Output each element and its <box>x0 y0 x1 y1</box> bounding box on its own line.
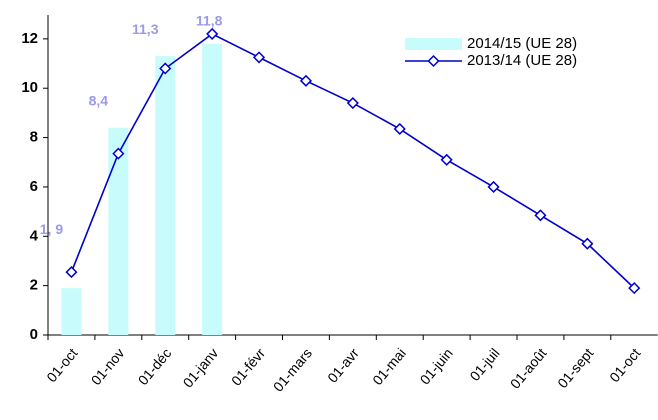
bar <box>155 56 176 335</box>
bar <box>61 288 82 335</box>
marker <box>393 122 406 136</box>
marker <box>65 266 78 279</box>
x-tick-label: 01-mars <box>270 345 315 395</box>
x-tick-label: 01-avr <box>324 345 362 386</box>
y-tick-label: 10 <box>21 79 38 96</box>
marker <box>534 209 547 222</box>
marker <box>112 147 125 160</box>
x-tick-label: 01-août <box>507 345 550 392</box>
y-tick-label: 12 <box>21 30 38 47</box>
legend-label: 2013/14 (UE 28) <box>467 52 577 69</box>
legend-label: 2014/15 (UE 28) <box>467 35 577 52</box>
marker <box>628 282 641 295</box>
marker <box>581 237 594 250</box>
x-tick-label: 01-mai <box>369 345 409 388</box>
x-tick-label: 01-janv <box>180 345 222 390</box>
value-label: 1, 9 <box>40 221 64 237</box>
legend-marker <box>427 54 440 68</box>
y-tick-label: 4 <box>30 227 39 244</box>
x-tick-label: 01-nov <box>88 345 128 388</box>
value-label: 11,8 <box>196 13 223 29</box>
marker <box>159 62 172 75</box>
y-tick-label: 6 <box>30 178 38 195</box>
marker <box>440 153 453 166</box>
bar <box>202 43 223 335</box>
marker <box>487 180 500 193</box>
y-tick-label: 2 <box>30 277 38 294</box>
y-tick-label: 8 <box>30 129 38 146</box>
marker <box>299 74 313 87</box>
y-tick-label: 0 <box>30 326 38 343</box>
x-tick-label: 01-oct <box>43 345 80 385</box>
x-tick-label: 01-sept <box>554 345 596 391</box>
x-tick-label: 01-oct <box>606 345 643 385</box>
value-label: 11,3 <box>132 21 159 37</box>
value-label: 8,4 <box>89 92 109 108</box>
legend-swatch <box>405 38 462 50</box>
bar <box>108 127 129 335</box>
marker <box>346 96 359 110</box>
marker <box>206 27 219 40</box>
marker <box>252 51 266 64</box>
x-tick-label: 01-juil <box>466 345 502 384</box>
x-tick-label: 01-déc <box>135 345 175 388</box>
x-tick-label: 01-févr <box>228 345 268 389</box>
x-tick-label: 01-juin <box>417 345 456 387</box>
